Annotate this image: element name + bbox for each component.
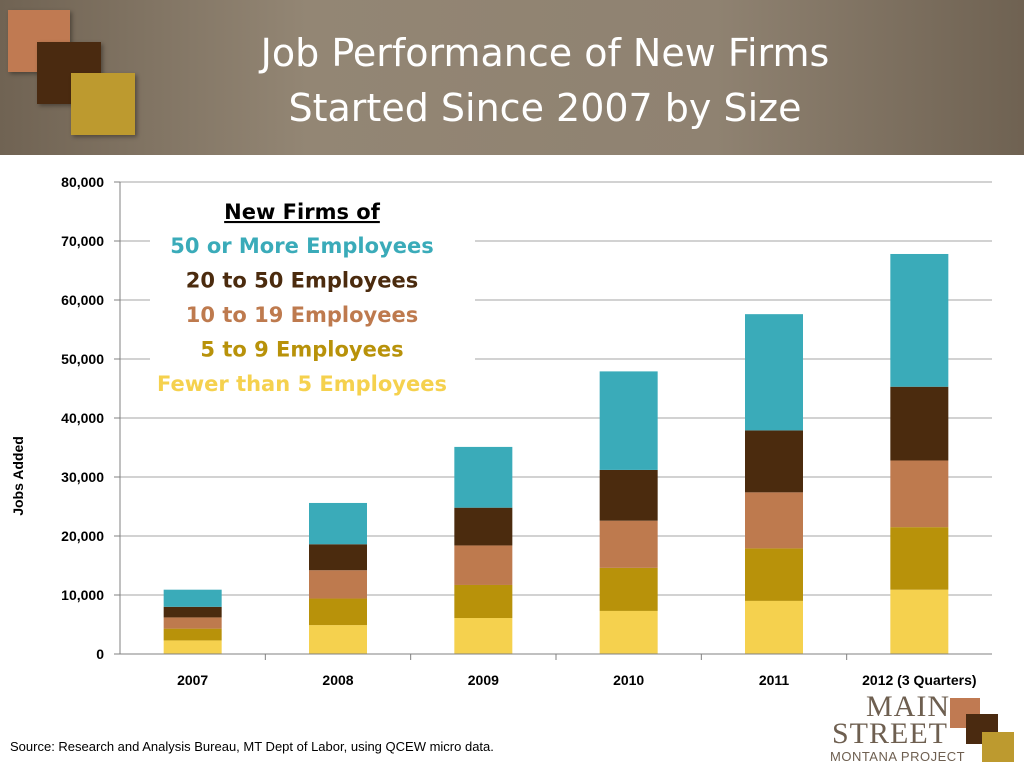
bar-segment [890,527,949,590]
bar-segment [454,618,513,654]
bar-segment [890,589,949,654]
main-street-logo: MAIN STREET MONTANA PROJECT [826,692,1024,768]
y-tick-label: 50,000 [61,351,104,367]
bar-segment [745,430,803,493]
bar-segment [745,548,803,601]
bar-segment [163,606,222,618]
stacked-bar-chart: 0 10,000 20,000 30,000 40,000 50,000 60,000 70,… [10,174,992,688]
bar-segment [163,640,222,654]
bar-segment [309,544,367,571]
y-tick-label: 20,000 [61,528,104,544]
bar-segment [309,502,367,545]
bar-segment [454,545,513,585]
logo-text-main: MAIN [866,690,950,723]
legend: New Firms of 50 or More Employees 20 to 50… [150,192,475,405]
logo-text-project: MONTANA PROJECT [830,749,966,764]
header-banner: Job Performance of New Firms Started Sin… [0,0,1024,155]
bar-segment [454,584,513,619]
y-tick-label: 60,000 [61,292,104,308]
bar-segment [309,570,367,599]
bar-segment [309,598,367,626]
logo-square-gold [982,732,1014,762]
title-line-2: Started Since 2007 by Size [288,86,802,130]
bar-segment [599,567,658,611]
x-tick-label: 2012 (3 Quarters) [862,672,976,688]
legend-entry: 5 to 9 Employees [200,338,403,362]
source-note: Source: Research and Analysis Bureau, MT… [10,739,494,754]
x-tick-label: 2008 [322,672,353,688]
bar-segment [745,600,803,654]
legend-title: New Firms of [224,200,381,224]
legend-box [150,192,475,405]
bar-segment [454,446,513,508]
bar-segment [599,469,658,521]
bar-segment [163,628,222,641]
x-tick-label: 2010 [613,672,644,688]
y-tick-label: 0 [96,646,104,662]
y-tick-label: 10,000 [61,587,104,603]
bar-segment [745,314,803,431]
bar-segment [599,610,658,654]
bar-segment [599,520,658,568]
bar-segment [890,253,949,387]
slide-title: Job Performance of New Firms Started Sin… [150,26,940,136]
y-tick-label: 40,000 [61,410,104,426]
bar-segment [163,617,222,629]
legend-entry: 20 to 50 Employees [186,269,418,293]
legend-entry: 10 to 19 Employees [186,303,418,327]
bar-segment [890,460,949,528]
y-axis-label: Jobs Added [10,436,26,516]
bar-segment [890,386,949,461]
y-tick-label: 70,000 [61,233,104,249]
logo-text-street: STREET [832,717,948,750]
x-tick-label: 2011 [759,672,790,688]
bar-segment [309,625,367,654]
axes: 0 10,000 20,000 30,000 40,000 50,000 60,000 70,… [61,174,992,688]
decor-square-gold [71,73,135,135]
legend-entry: 50 or More Employees [170,234,433,258]
x-tick-label: 2007 [177,672,208,688]
bar-segment [745,492,803,549]
bar-segment [163,589,222,607]
y-tick-label: 80,000 [61,174,104,190]
title-line-1: Job Performance of New Firms [260,31,830,75]
legend-entry: Fewer than 5 Employees [157,372,447,396]
bar-segment [599,371,658,470]
bars [163,253,949,654]
bar-segment [454,507,513,546]
y-tick-label: 30,000 [61,469,104,485]
x-tick-label: 2009 [468,672,499,688]
